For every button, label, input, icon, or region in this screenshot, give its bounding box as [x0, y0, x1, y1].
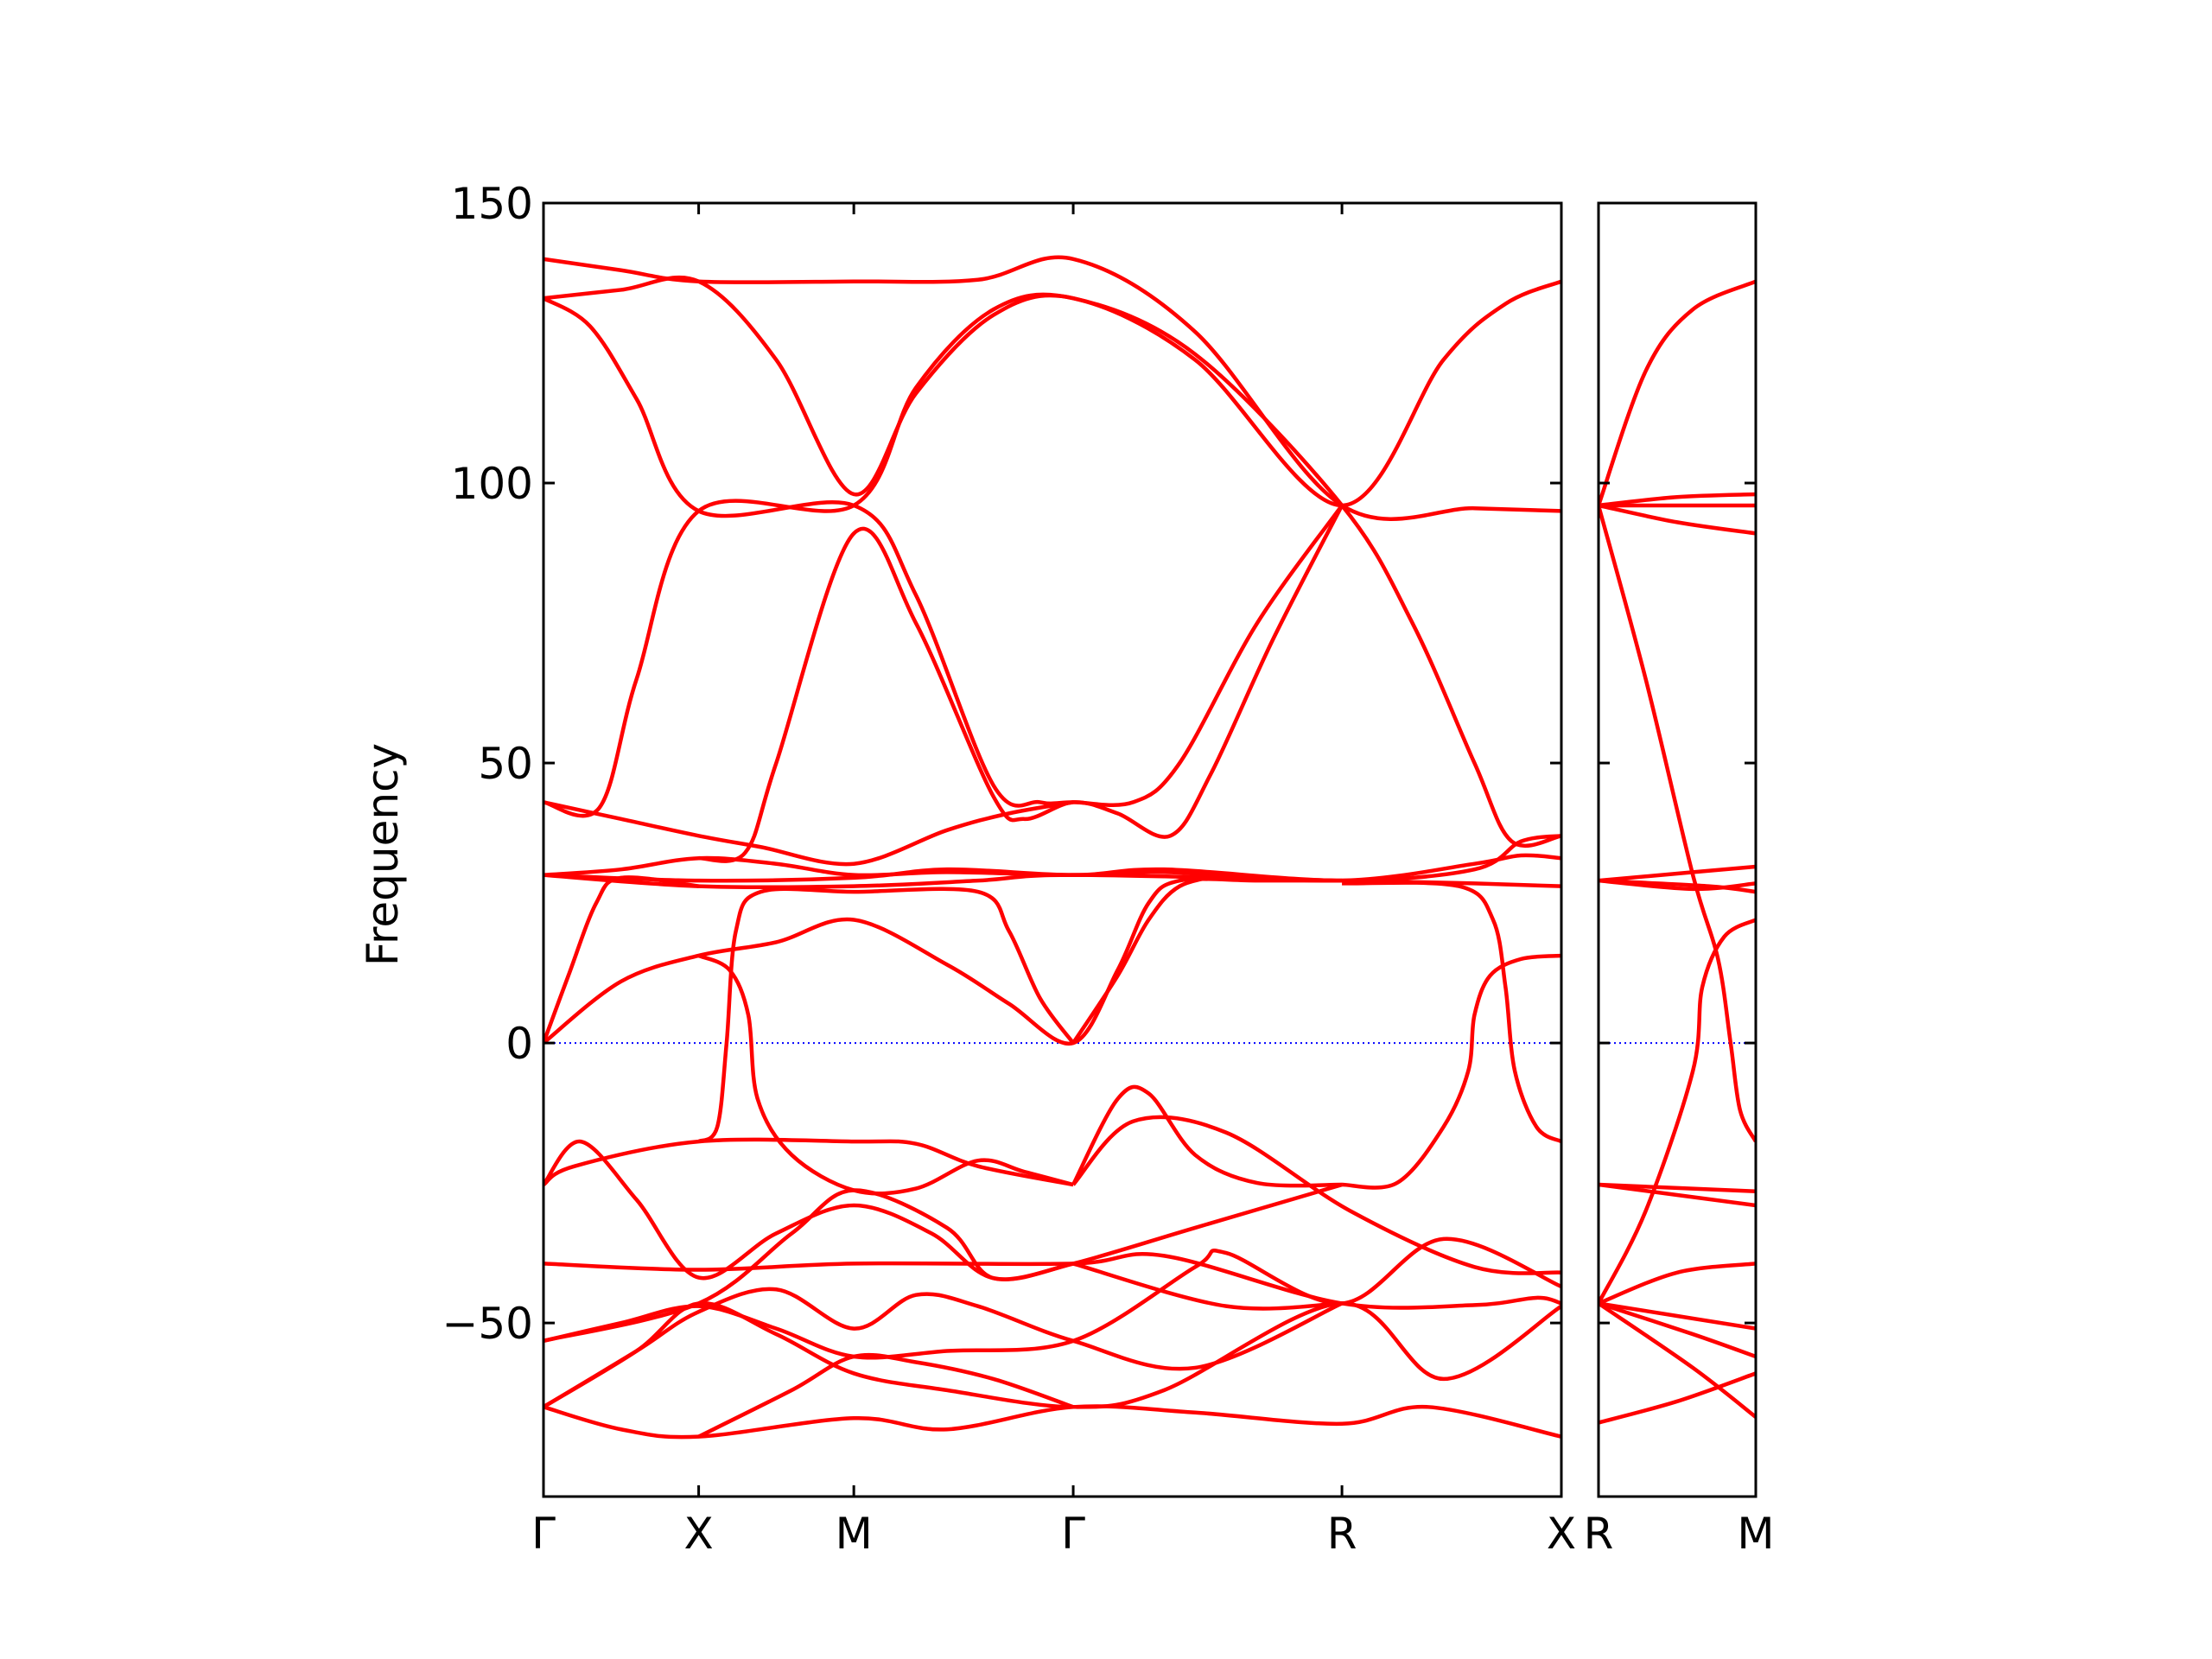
- band-line: [1342, 953, 1561, 1190]
- axes-frame: [542, 201, 1563, 1498]
- band-line: [1342, 880, 1561, 1144]
- band-line: [1599, 505, 1756, 1143]
- y-tick-label: 150: [451, 179, 533, 229]
- band-line: [543, 275, 1561, 508]
- band-line: [543, 1137, 1074, 1187]
- band-line: [543, 1236, 1561, 1360]
- x-tick-label: X: [683, 1509, 713, 1559]
- x-tick-label: R: [1584, 1509, 1614, 1559]
- x-tick-label: Γ: [531, 1509, 556, 1559]
- band-line: [1599, 1182, 1756, 1208]
- band-line: [697, 1352, 1074, 1439]
- band-line: [697, 887, 1075, 1144]
- band-line: [1071, 1084, 1343, 1188]
- band-line: [1599, 1301, 1756, 1359]
- band-line: [697, 953, 1074, 1196]
- band-line: [1599, 1371, 1756, 1425]
- band-line: [1599, 503, 1756, 536]
- band-line: [543, 800, 1074, 867]
- band-line: [1599, 279, 1756, 506]
- x-tick-label: R: [1327, 1509, 1357, 1559]
- band-line: [1599, 918, 1756, 1305]
- band-line: [543, 1287, 1343, 1409]
- band-line: [1071, 1115, 1561, 1275]
- y-tick-label: −50: [442, 1299, 533, 1349]
- band-line: [543, 1139, 1343, 1281]
- band-line: [1599, 492, 1756, 508]
- y-axis-label: Frequency: [358, 743, 408, 966]
- y-tick-label: 50: [478, 739, 533, 789]
- band-line: [543, 875, 699, 1044]
- band-line: [543, 292, 1561, 848]
- axes-frame: [1597, 201, 1758, 1498]
- band-line: [1071, 873, 1227, 1045]
- band-line: [543, 255, 1561, 521]
- band-line: [1599, 864, 1756, 883]
- y-tick-label: 0: [505, 1019, 533, 1069]
- band-line: [543, 1404, 1561, 1440]
- plot-area: [543, 255, 1561, 1440]
- band-line: [1599, 1262, 1756, 1306]
- band-line: [543, 876, 1343, 1046]
- y-tick-label: 100: [451, 459, 533, 509]
- band-line: [1599, 878, 1756, 892]
- band-line: [1072, 1262, 1343, 1311]
- x-tick-label: X: [1547, 1509, 1576, 1559]
- band-line: [1599, 1301, 1756, 1331]
- band-line: [543, 834, 1561, 883]
- band-line: [543, 1300, 1561, 1409]
- x-tick-label: M: [836, 1509, 873, 1559]
- x-tick-label: Γ: [1061, 1509, 1085, 1559]
- x-tick-label: M: [1737, 1509, 1774, 1559]
- band-line: [1599, 1301, 1756, 1419]
- band-line: [543, 1251, 1561, 1310]
- band-line: [543, 296, 1344, 808]
- band-line: [698, 504, 1344, 863]
- plot-area: [1599, 279, 1756, 1425]
